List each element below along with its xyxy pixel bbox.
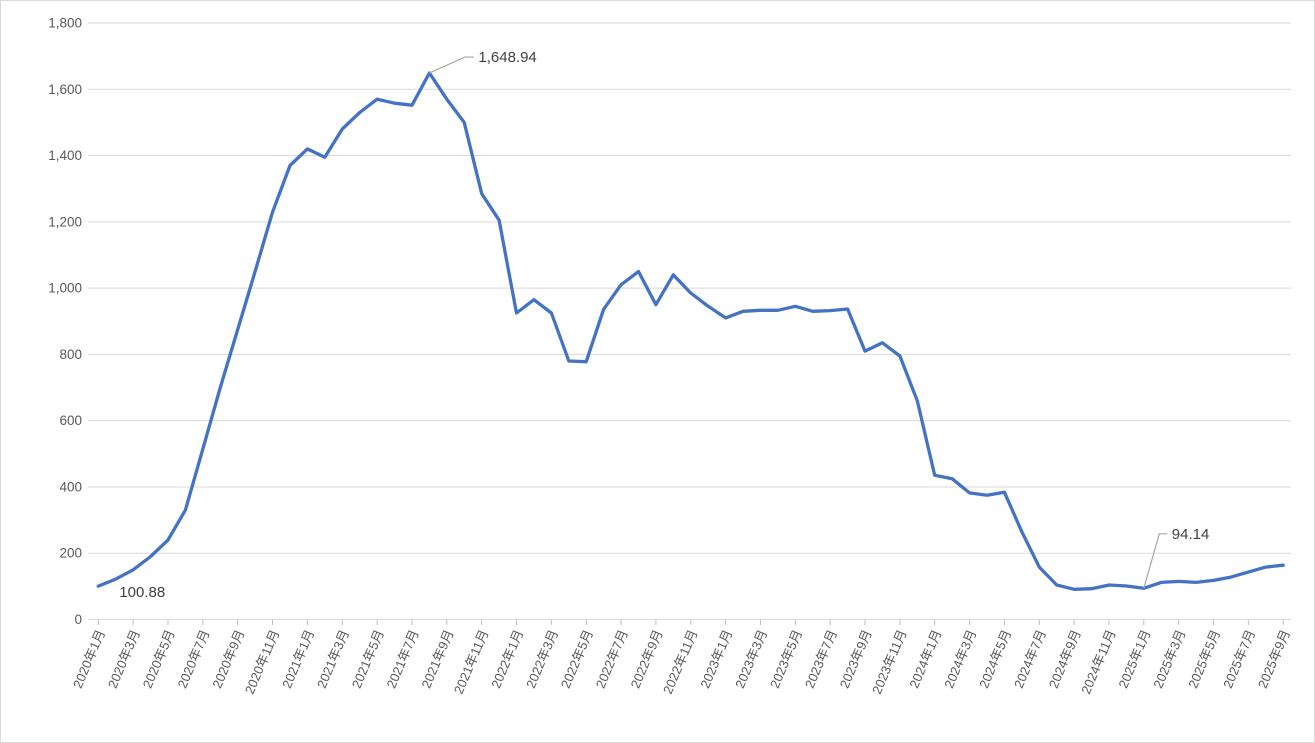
gridlines: [88, 22, 1291, 554]
y-axis-tick-label: 1,000: [48, 281, 82, 296]
y-axis-labels: 1,800 1,600 1,400 1,200 1,000 800 600 400 200 0: [48, 15, 82, 627]
y-axis-tick-label: 200: [59, 546, 82, 561]
data-series-line: [96, 71, 1285, 591]
y-axis-tick-label: 600: [59, 413, 82, 428]
data-labels: 100.88 1,648.94 94.14: [119, 49, 1209, 601]
y-axis-tick-label: 0: [74, 612, 82, 627]
y-axis-tick-label: 1,600: [48, 82, 82, 97]
y-axis-tick-label: 1,200: [48, 214, 82, 229]
y-axis-tick-label: 400: [59, 479, 82, 494]
data-label-60: 94.14: [1172, 526, 1210, 543]
data-label-19: 1,648.94: [478, 49, 536, 66]
annotation-leader-line: [429, 56, 474, 74]
x-axis-ticks: [97, 619, 1284, 625]
y-axis-tick-label: 1,800: [48, 15, 82, 30]
y-axis-tick-label: 800: [59, 347, 82, 362]
y-axis-tick-label: 1,400: [48, 148, 82, 163]
annotation-leader-line: [1143, 533, 1168, 589]
data-label-0: 100.88: [119, 584, 165, 601]
